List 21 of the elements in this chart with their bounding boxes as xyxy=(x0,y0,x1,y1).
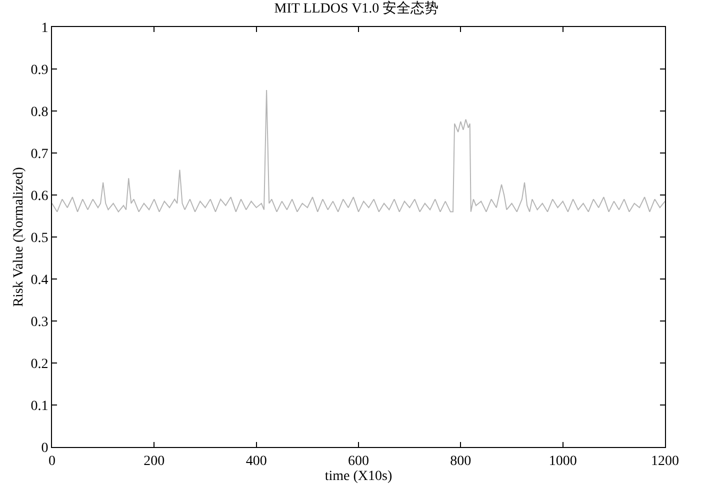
y-tick-label: 0.2 xyxy=(30,356,48,372)
y-tick-label: 1 xyxy=(41,20,48,36)
x-tick-label: 1200 xyxy=(651,454,679,469)
x-tick-label: 200 xyxy=(144,454,165,469)
y-tick-label: 0 xyxy=(41,440,48,456)
y-tick-label: 0.8 xyxy=(30,104,48,120)
y-tick-label: 0.3 xyxy=(30,314,48,330)
x-tick-label: 400 xyxy=(246,454,267,469)
x-axis-title: time (X10s) xyxy=(324,468,392,484)
x-tick-label: 800 xyxy=(450,454,472,469)
x-tick-label: 1000 xyxy=(548,454,577,469)
line-series xyxy=(52,90,665,212)
y-tick-label: 0.9 xyxy=(30,62,48,78)
y-axis-title: Risk Value (Normalized) xyxy=(11,166,26,307)
chart-title: MIT LLDOS V1.0 安全态势 xyxy=(274,0,439,16)
y-tick-label: 0.7 xyxy=(30,146,48,162)
y-tick-label: 0.5 xyxy=(30,230,48,246)
y-tick-label: 0.1 xyxy=(30,398,48,414)
x-tick-label: 600 xyxy=(348,454,369,469)
y-tick-label: 0.6 xyxy=(30,188,48,204)
y-tick-label: 0.4 xyxy=(30,272,48,288)
